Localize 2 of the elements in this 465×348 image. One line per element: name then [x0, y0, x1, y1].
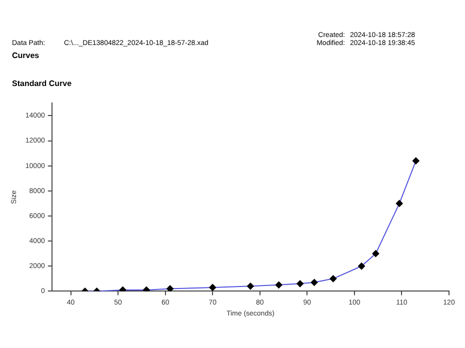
text: Curves: [12, 51, 40, 60]
chart-title: Standard Curve: [12, 79, 72, 88]
